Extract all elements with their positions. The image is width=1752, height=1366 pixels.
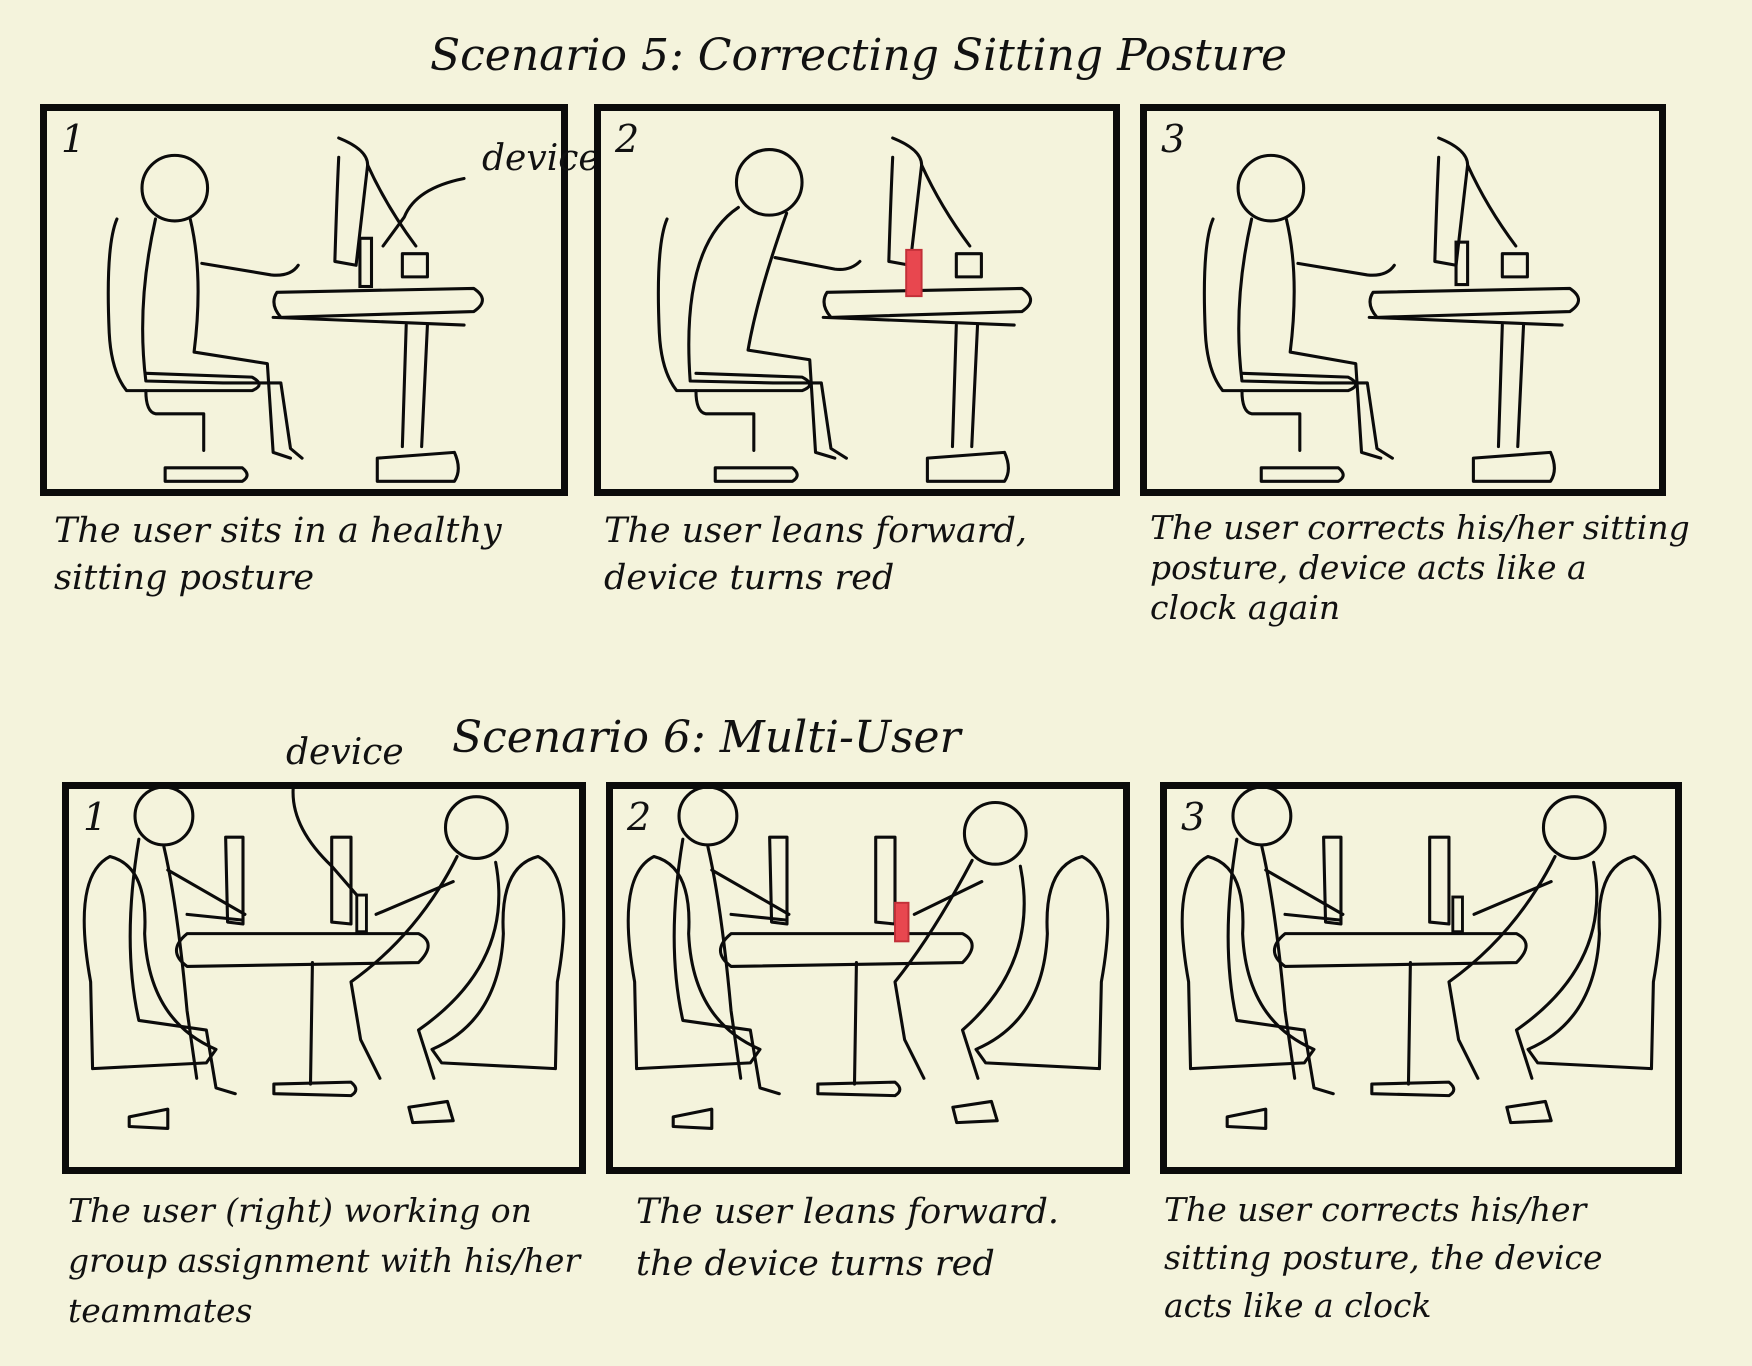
caption-line: The user sits in a healthy — [54, 511, 502, 551]
scenario-6-panel-2: 2 — [606, 782, 1130, 1174]
caption-line: teammates — [68, 1291, 253, 1330]
device-annotation-5: device — [482, 138, 600, 179]
caption-line: sitting posture, the device — [1164, 1238, 1603, 1277]
scene-group-leaning — [626, 789, 1110, 1130]
scenario-5-panel-2: 2 — [594, 104, 1120, 496]
scenario-5-caption-2: The user leans forward, device turns red — [604, 508, 1027, 602]
scenario-5-title: Scenario 5: Correcting Sitting Posture — [430, 30, 1288, 81]
caption-line: The user leans forward, — [604, 511, 1028, 551]
caption-line: The user corrects his/her — [1164, 1190, 1587, 1229]
scenario-5-caption-1: The user sits in a healthy sitting postu… — [54, 508, 502, 602]
panel-number: 1 — [83, 795, 108, 839]
scene-group — [82, 789, 566, 1130]
panel-number: 3 — [1161, 117, 1186, 161]
caption-line: device turns red — [604, 558, 895, 598]
scenario-5-caption-3: The user corrects his/her sitting postur… — [1150, 508, 1690, 628]
caption-line: clock again — [1150, 588, 1341, 627]
scenario-6-caption-2: The user leans forward. the device turns… — [636, 1186, 1059, 1290]
scene-single-corrected — [1202, 136, 1581, 483]
scenario-5-panel-3: 3 — [1140, 104, 1666, 496]
scenario-6-caption-1: The user (right) working on group assign… — [68, 1186, 580, 1336]
scene-group-corrected — [1180, 789, 1662, 1130]
scenario-6-panel-1: 1 — [62, 782, 586, 1174]
panel-number: 2 — [627, 795, 652, 839]
scene-single-upright — [106, 136, 484, 483]
scenario-6-title: Scenario 6: Multi-User — [452, 712, 961, 763]
caption-line: The user leans forward. — [636, 1192, 1060, 1232]
panel-number: 1 — [61, 117, 86, 161]
caption-line: acts like a clock — [1164, 1286, 1432, 1325]
panel-number: 3 — [1181, 795, 1206, 839]
scenario-5-panel-1: 1 — [40, 104, 568, 496]
caption-line: posture, device acts like a — [1150, 548, 1587, 587]
caption-line: group assignment with his/her — [68, 1241, 581, 1280]
caption-line: sitting posture — [54, 558, 315, 598]
caption-line: The user (right) working on — [68, 1191, 532, 1230]
panel-number: 2 — [615, 117, 640, 161]
device-annotation-6: device — [286, 732, 404, 773]
scene-single-leaning — [656, 136, 1033, 483]
scenario-6-panel-3: 3 — [1160, 782, 1682, 1174]
scenario-6-caption-3: The user corrects his/her sitting postur… — [1164, 1186, 1603, 1330]
caption-line: The user corrects his/her sitting — [1150, 508, 1690, 547]
caption-line: the device turns red — [636, 1244, 995, 1284]
